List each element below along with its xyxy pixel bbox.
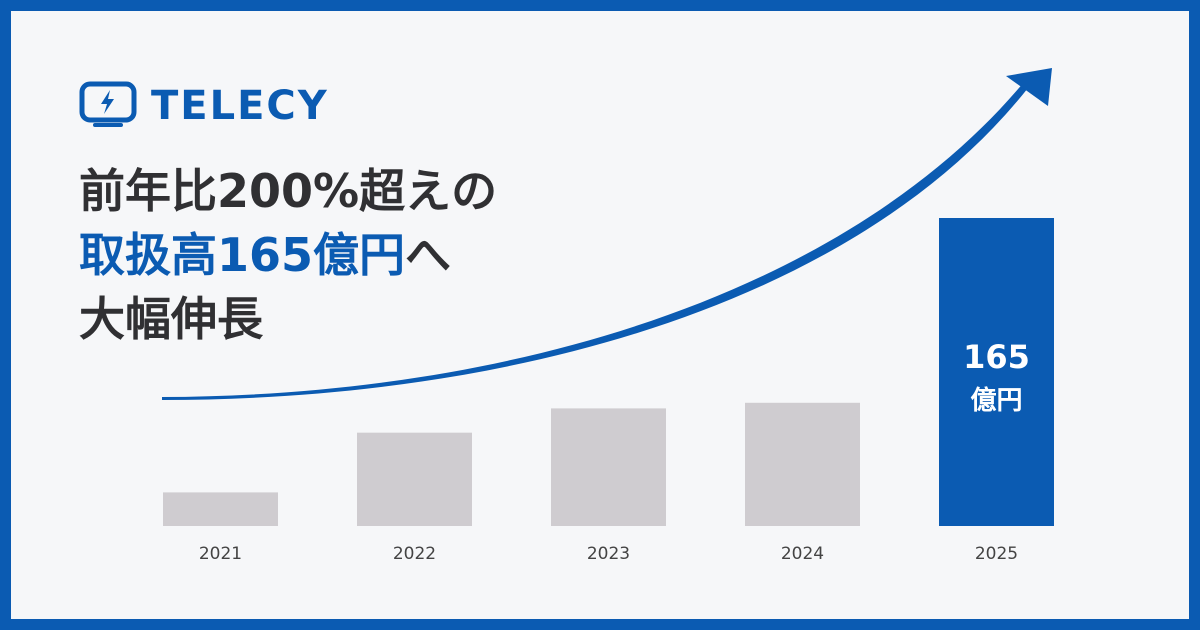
bar-2024 [745, 402, 860, 526]
bar-2023 [551, 408, 666, 526]
x-tick-2021: 2021 [199, 544, 242, 564]
bar-2021 [163, 492, 278, 526]
x-tick-2024: 2024 [781, 544, 824, 564]
headline-line-1: 前年比200%超えの [79, 164, 498, 218]
highlight-value-label: 165 [963, 338, 1030, 376]
x-tick-2022: 2022 [393, 544, 436, 564]
x-tick-2023: 2023 [587, 544, 630, 564]
brand-logo: TELECY [79, 81, 329, 131]
trend-arrow-head [1006, 68, 1052, 106]
headline: 前年比200%超えの 取扱高165億円へ 大幅伸長 [79, 159, 497, 351]
headline-line-2-rest: へ [405, 228, 452, 282]
headline-line-3: 大幅伸長 [79, 292, 263, 346]
headline-line-2: 取扱高165億円へ [79, 223, 497, 287]
highlight-unit-label: 億円 [970, 386, 1022, 416]
monitor-lightning-icon [79, 81, 137, 127]
bar-2025 [939, 218, 1054, 526]
brand-name: TELECY [151, 83, 329, 129]
x-tick-2025: 2025 [975, 544, 1018, 564]
trend-arrow [162, 82, 1028, 400]
bar-2022 [357, 432, 472, 526]
headline-highlight: 取扱高165億円 [79, 228, 406, 282]
